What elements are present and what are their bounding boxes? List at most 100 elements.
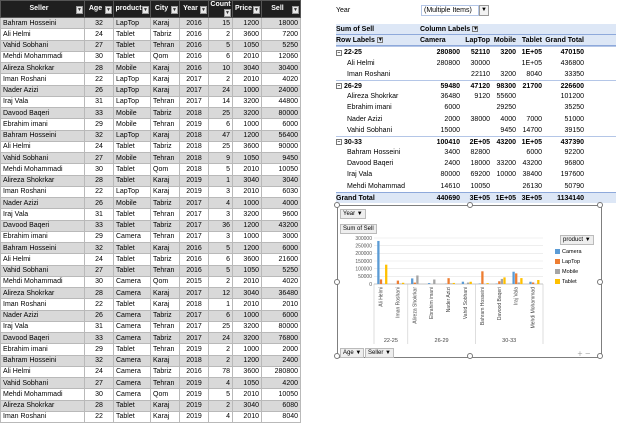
table-cell[interactable]: 5250 [262,265,301,276]
table-cell[interactable]: Mobile [114,108,151,119]
table-cell[interactable]: 2016 [180,254,209,265]
table-cell[interactable]: Karaj [151,186,180,197]
table-cell[interactable]: 30 [85,51,114,62]
table-cell[interactable]: 2 [209,29,233,40]
resize-handle[interactable] [334,353,340,359]
table-cell[interactable]: Karaj [151,299,180,310]
table-cell[interactable]: 32 [85,355,114,366]
table-cell[interactable]: Qom [151,164,180,175]
table-cell[interactable]: 25 [209,321,233,332]
table-cell[interactable]: Camera [114,389,151,400]
table-cell[interactable]: LapTop [114,18,151,29]
table-cell[interactable]: 280800 [262,366,301,377]
pivot-group-label[interactable]: −26-29 [336,81,418,91]
table-cell[interactable]: 5 [209,40,233,51]
table-cell[interactable]: Iman Roshani [1,74,85,85]
table-cell[interactable]: Ali Helmi [1,366,85,377]
table-cell[interactable]: 30 [85,164,114,175]
table-cell[interactable]: Alireza Shokrkar [1,175,85,186]
table-cell[interactable]: 1000 [233,198,262,209]
filter-dropdown-icon[interactable]: ▼ [105,6,112,14]
table-cell[interactable]: 4 [209,198,233,209]
minus-icon[interactable]: － [585,352,591,358]
table-cell[interactable]: 3600 [233,254,262,265]
pivot-filter-value[interactable]: (Multiple Items) [421,5,479,16]
table-cell[interactable]: 1000 [233,119,262,130]
table-cell[interactable]: 3000 [262,231,301,242]
table-cell[interactable]: Iraj Vala [1,96,85,107]
table-cell[interactable]: 6030 [262,186,301,197]
table-cell[interactable]: 24000 [262,85,301,96]
table-cell[interactable]: 26 [85,310,114,321]
table-cell[interactable]: 2017 [180,310,209,321]
table-cell[interactable]: 2017 [180,333,209,344]
table-cell[interactable]: 22 [85,299,114,310]
header-count[interactable]: Count▼ [209,1,233,18]
table-cell[interactable]: 4200 [262,378,301,389]
table-cell[interactable]: 25 [209,141,233,152]
filter-dropdown-icon[interactable]: ▼ [253,6,260,14]
table-cell[interactable]: Camera [114,355,151,366]
table-cell[interactable]: 47 [209,130,233,141]
header-seller[interactable]: Seller▼ [1,1,85,18]
table-cell[interactable]: 33 [85,333,114,344]
table-cell[interactable]: 2010 [233,276,262,287]
table-cell[interactable]: 27 [85,378,114,389]
table-cell[interactable]: Tabriz [151,198,180,209]
table-cell[interactable]: Tehran [151,265,180,276]
table-cell[interactable]: 2017 [180,220,209,231]
pivot-group-label[interactable]: −22-25 [336,47,418,57]
table-cell[interactable]: Alireza Shokrkar [1,63,85,74]
pivot-column-labels[interactable]: Column Labels ▼ [418,24,542,34]
table-cell[interactable]: 2018 [180,355,209,366]
chart-year-filter-button[interactable]: Year ▼ [340,209,366,219]
table-cell[interactable]: 32 [85,18,114,29]
table-cell[interactable]: Tehran [151,321,180,332]
table-cell[interactable]: 24 [209,85,233,96]
table-cell[interactable]: 2 [209,276,233,287]
table-cell[interactable]: 3040 [233,288,262,299]
table-cell[interactable]: Tehran [151,153,180,164]
table-cell[interactable]: 2018 [180,108,209,119]
table-cell[interactable]: Camera [114,288,151,299]
table-cell[interactable]: 1000 [233,85,262,96]
table-cell[interactable]: Mehdi Mohammadi [1,51,85,62]
table-cell[interactable]: Tablet [114,164,151,175]
table-cell[interactable]: Nader Azizi [1,198,85,209]
table-cell[interactable]: Iman Roshani [1,186,85,197]
chart-age-axis-button[interactable]: Age ▼ [340,348,364,358]
table-cell[interactable]: 2017 [180,96,209,107]
table-cell[interactable]: Tehran [151,96,180,107]
table-cell[interactable]: Mehdi Mohammadi [1,164,85,175]
table-cell[interactable]: 6080 [262,400,301,411]
chart-seller-axis-button[interactable]: Seller ▼ [365,348,394,358]
table-cell[interactable]: Camera [114,366,151,377]
table-cell[interactable]: 1050 [233,265,262,276]
table-cell[interactable]: 44800 [262,96,301,107]
table-cell[interactable]: Karaj [151,411,180,422]
table-cell[interactable]: 76800 [262,333,301,344]
header-price[interactable]: Price▼ [233,1,262,18]
table-cell[interactable]: Tabriz [151,310,180,321]
table-cell[interactable]: 2 [209,344,233,355]
table-cell[interactable]: 56400 [262,130,301,141]
table-cell[interactable]: 2019 [180,186,209,197]
table-cell[interactable]: 2018 [180,299,209,310]
table-cell[interactable]: 2016 [180,63,209,74]
collapse-icon[interactable]: − [336,50,342,56]
table-cell[interactable]: 6000 [262,310,301,321]
table-cell[interactable]: 2019 [180,175,209,186]
header-sell[interactable]: Sell▼ [262,1,301,18]
table-cell[interactable]: 2016 [180,51,209,62]
table-cell[interactable]: 22 [85,74,114,85]
table-cell[interactable]: 8040 [262,411,301,422]
table-cell[interactable]: Iraj Vala [1,321,85,332]
table-cell[interactable]: 80000 [262,321,301,332]
table-cell[interactable]: Vahid Sobhani [1,153,85,164]
pivot-group-label[interactable]: −30-33 [336,137,418,147]
table-cell[interactable]: 6000 [262,243,301,254]
table-cell[interactable]: 28 [85,288,114,299]
filter-funnel-icon[interactable]: ▼ [479,5,489,16]
dropdown-icon[interactable]: ▼ [472,26,478,32]
